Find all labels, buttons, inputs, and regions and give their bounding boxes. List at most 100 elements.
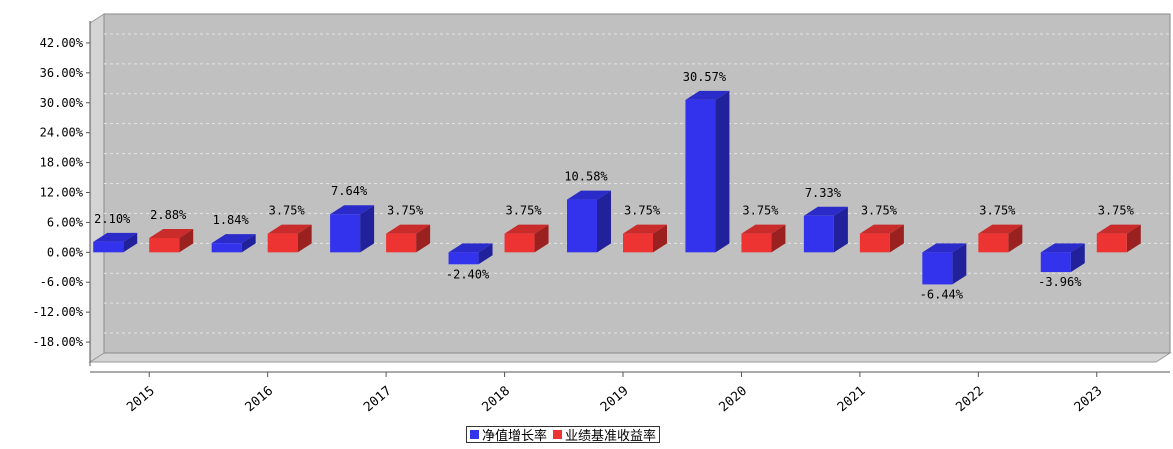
data-label: 7.64% [331, 184, 368, 198]
bar-top [267, 224, 312, 234]
bar-side [833, 206, 848, 253]
chart-legend: 净值增长率 业绩基准收益率 [466, 425, 661, 444]
bar-side [534, 224, 549, 253]
bar-top [1096, 224, 1141, 234]
bar-top [922, 243, 967, 253]
data-label: 2.10% [94, 212, 131, 226]
bar-side [771, 224, 786, 253]
bar [1040, 252, 1071, 273]
x-tick-label: 2018 [479, 384, 513, 416]
data-label: 3.75% [861, 204, 898, 218]
y-tick-label: -18.00% [32, 335, 83, 349]
bar-side [123, 232, 138, 253]
bar-side [952, 243, 967, 285]
plot-side-wall [89, 13, 105, 363]
bar-side [715, 90, 730, 253]
legend-swatch-nav-growth [470, 430, 479, 439]
data-label: -2.40% [446, 267, 490, 281]
x-tick-label: 2017 [361, 384, 395, 416]
bar [567, 199, 597, 253]
y-tick-label: 24.00% [40, 126, 84, 140]
data-label: -3.96% [1038, 275, 1082, 289]
bar-top [448, 243, 493, 253]
bar [623, 233, 653, 253]
bar [1096, 233, 1127, 253]
data-label: 3.75% [742, 204, 779, 218]
bar-side [241, 234, 256, 253]
x-tick-label: 2020 [716, 384, 750, 416]
bar [330, 214, 361, 253]
data-label: 10.58% [564, 170, 608, 184]
bar-top [741, 224, 786, 234]
y-tick-label: 0.00% [47, 245, 84, 259]
legend-item-nav-growth: 净值增长率 [470, 425, 547, 444]
x-tick-label: 2019 [598, 384, 632, 416]
bar-side [597, 190, 611, 253]
bar [386, 233, 417, 253]
bar-top [978, 224, 1023, 234]
bar [211, 243, 242, 253]
bar-top [685, 90, 730, 100]
bar-top [149, 228, 194, 238]
data-label: 3.75% [624, 204, 661, 218]
bar [448, 252, 479, 265]
y-tick-label: -12.00% [32, 305, 83, 319]
x-tick-label: 2022 [953, 384, 987, 416]
data-label: 2.88% [150, 208, 187, 222]
legend-item-benchmark: 业绩基准收益率 [553, 425, 656, 444]
data-label: 7.33% [805, 186, 842, 200]
bar-side [360, 205, 375, 253]
data-label: 3.75% [269, 204, 306, 218]
bar-side [478, 243, 493, 265]
bar [149, 237, 180, 253]
bar-side [297, 224, 312, 253]
x-tick-label: 2016 [243, 384, 277, 416]
data-label: 1.84% [213, 213, 250, 227]
bar-side [1126, 224, 1141, 253]
legend-label-nav-growth: 净值增长率 [482, 429, 548, 444]
data-label: -6.44% [920, 287, 964, 301]
bar-side [416, 224, 431, 253]
bar [922, 252, 953, 285]
bar [93, 241, 124, 253]
bar-top [859, 224, 904, 234]
bar-side [653, 224, 667, 253]
bar [504, 233, 535, 253]
bar [685, 99, 716, 253]
data-label: 30.57% [683, 70, 727, 84]
y-tick-label: 42.00% [40, 36, 84, 50]
bar-top [386, 224, 431, 234]
bar-side [1070, 243, 1085, 273]
bar-top [211, 234, 256, 244]
bar [741, 233, 772, 253]
bar-side [1008, 224, 1023, 253]
legend-label-benchmark: 业绩基准收益率 [565, 429, 657, 444]
data-label: 3.75% [1098, 204, 1135, 218]
y-tick-label: -6.00% [40, 275, 84, 289]
x-tick-label: 2021 [835, 384, 869, 416]
y-tick-label: 6.00% [47, 215, 84, 229]
x-tick-label: 2023 [1072, 384, 1106, 416]
data-label: 3.75% [505, 204, 542, 218]
bar [803, 215, 834, 253]
y-tick-label: 30.00% [40, 96, 84, 110]
bar-side [179, 228, 194, 253]
data-label: 3.75% [979, 204, 1016, 218]
bar-top [1040, 243, 1085, 253]
bar-side [889, 224, 904, 253]
x-tick-label: 2015 [124, 384, 158, 416]
bar-top [803, 206, 848, 216]
y-tick-label: 12.00% [40, 186, 84, 200]
bar-top [623, 224, 667, 234]
bar-top [330, 205, 375, 215]
bar [267, 233, 298, 253]
bar-top [567, 190, 611, 200]
bar-top [504, 224, 549, 234]
y-tick-label: 18.00% [40, 156, 84, 170]
legend-swatch-benchmark [553, 430, 563, 439]
bar [978, 233, 1009, 253]
bar [859, 233, 890, 253]
y-tick-label: 36.00% [40, 66, 84, 80]
